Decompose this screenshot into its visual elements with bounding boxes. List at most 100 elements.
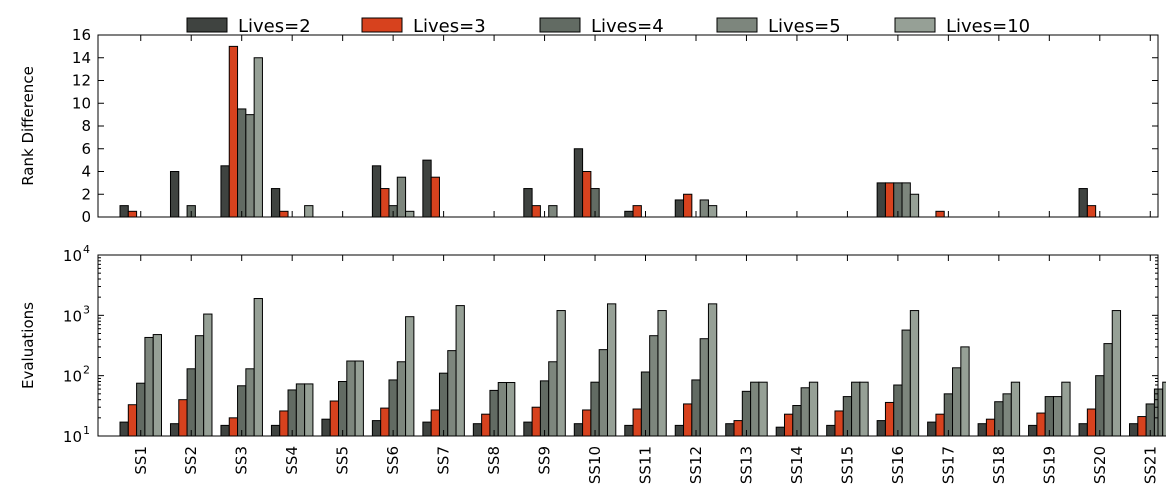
bar — [960, 346, 970, 437]
bar — [228, 417, 239, 437]
bar — [531, 205, 541, 218]
bar — [935, 413, 945, 437]
bar — [1036, 412, 1046, 437]
bar — [405, 210, 415, 218]
y-axis-title: Rank Difference — [19, 66, 37, 186]
legend-label: Lives=4 — [591, 16, 664, 37]
bar — [548, 205, 558, 218]
x-tick-label: SS19 — [1040, 446, 1058, 484]
bar — [506, 382, 516, 437]
legend: Lives=2 Lives=3 Lives=4 Lives=5 Lives=10 — [186, 16, 1030, 37]
bar — [304, 205, 314, 218]
bar — [228, 45, 239, 218]
legend-swatch — [716, 17, 758, 33]
bar — [253, 57, 263, 218]
bar — [396, 361, 407, 437]
bar — [539, 380, 550, 437]
bar — [909, 193, 920, 218]
bar — [590, 381, 600, 437]
bar — [396, 176, 407, 218]
y-tick-exponent: 1 — [83, 424, 90, 437]
x-tick-label: SS15 — [838, 446, 856, 484]
bar — [699, 338, 709, 437]
bar — [1002, 393, 1012, 437]
bar — [758, 381, 768, 437]
bar — [1162, 381, 1166, 437]
y-tick-label: 0 — [81, 208, 91, 226]
bar — [582, 171, 592, 218]
bar — [775, 426, 785, 437]
bar — [127, 210, 138, 218]
bar — [851, 381, 861, 437]
bar — [194, 335, 205, 437]
y-tick-label: 8 — [81, 117, 91, 135]
bar — [144, 336, 154, 437]
bar — [826, 424, 836, 437]
x-tick-label: SS8 — [485, 446, 503, 475]
legend-swatch — [539, 17, 581, 33]
y-tick-exponent: 2 — [83, 364, 90, 377]
x-tick-label: SS6 — [384, 446, 402, 475]
x-tick-label: SS18 — [990, 446, 1008, 484]
bar — [783, 413, 794, 437]
bar — [523, 421, 533, 437]
x-tick-label: SS2 — [182, 446, 200, 475]
bar — [119, 205, 129, 218]
x-tick-label: SS10 — [586, 446, 604, 484]
bar — [497, 382, 508, 437]
bar — [909, 310, 920, 437]
bar — [624, 210, 634, 218]
bar — [279, 210, 289, 218]
bar — [245, 114, 255, 218]
bar — [606, 303, 617, 437]
bar — [354, 360, 364, 437]
bar — [834, 410, 844, 437]
bar — [237, 385, 247, 437]
x-tick-label: SS17 — [939, 446, 957, 484]
bar — [943, 393, 954, 437]
legend-swatch — [361, 17, 403, 33]
bar — [657, 310, 667, 437]
x-tick-label: SS3 — [233, 446, 251, 475]
y-tick-label: 10 — [63, 247, 82, 265]
y-tick-label: 16 — [72, 26, 91, 44]
bar — [707, 303, 718, 437]
bar — [489, 389, 499, 437]
bar — [632, 205, 642, 218]
bar — [582, 409, 592, 437]
bar — [136, 382, 146, 437]
bar — [977, 423, 987, 437]
bar — [935, 210, 945, 218]
y-tick-label: 10 — [63, 368, 82, 386]
x-tick-label: SS20 — [1091, 446, 1109, 484]
bar — [556, 310, 566, 437]
y-tick-label: 14 — [72, 49, 91, 67]
bar — [405, 316, 415, 437]
bar — [430, 409, 440, 437]
y-tick-label: 6 — [81, 140, 91, 158]
bar — [1103, 343, 1113, 437]
bar — [430, 176, 440, 218]
bar — [380, 407, 390, 437]
legend-label: Lives=5 — [768, 16, 841, 37]
bar — [245, 368, 255, 437]
bar — [1086, 205, 1097, 218]
bar — [1111, 310, 1122, 437]
legend-label: Lives=2 — [238, 16, 311, 37]
bar — [725, 423, 735, 437]
bar — [1129, 423, 1139, 437]
x-tick-label: SS21 — [1141, 446, 1159, 484]
bar — [884, 401, 895, 437]
bar — [707, 205, 718, 218]
y-tick-label: 2 — [81, 185, 91, 203]
bar — [683, 403, 693, 437]
bar — [1078, 423, 1088, 437]
bar — [1095, 375, 1105, 437]
bar — [178, 399, 188, 437]
bar — [901, 182, 911, 218]
x-tick-label: SS7 — [435, 446, 453, 475]
bar — [1086, 408, 1097, 437]
x-tick-label: SS12 — [687, 446, 705, 484]
bar — [203, 313, 213, 437]
